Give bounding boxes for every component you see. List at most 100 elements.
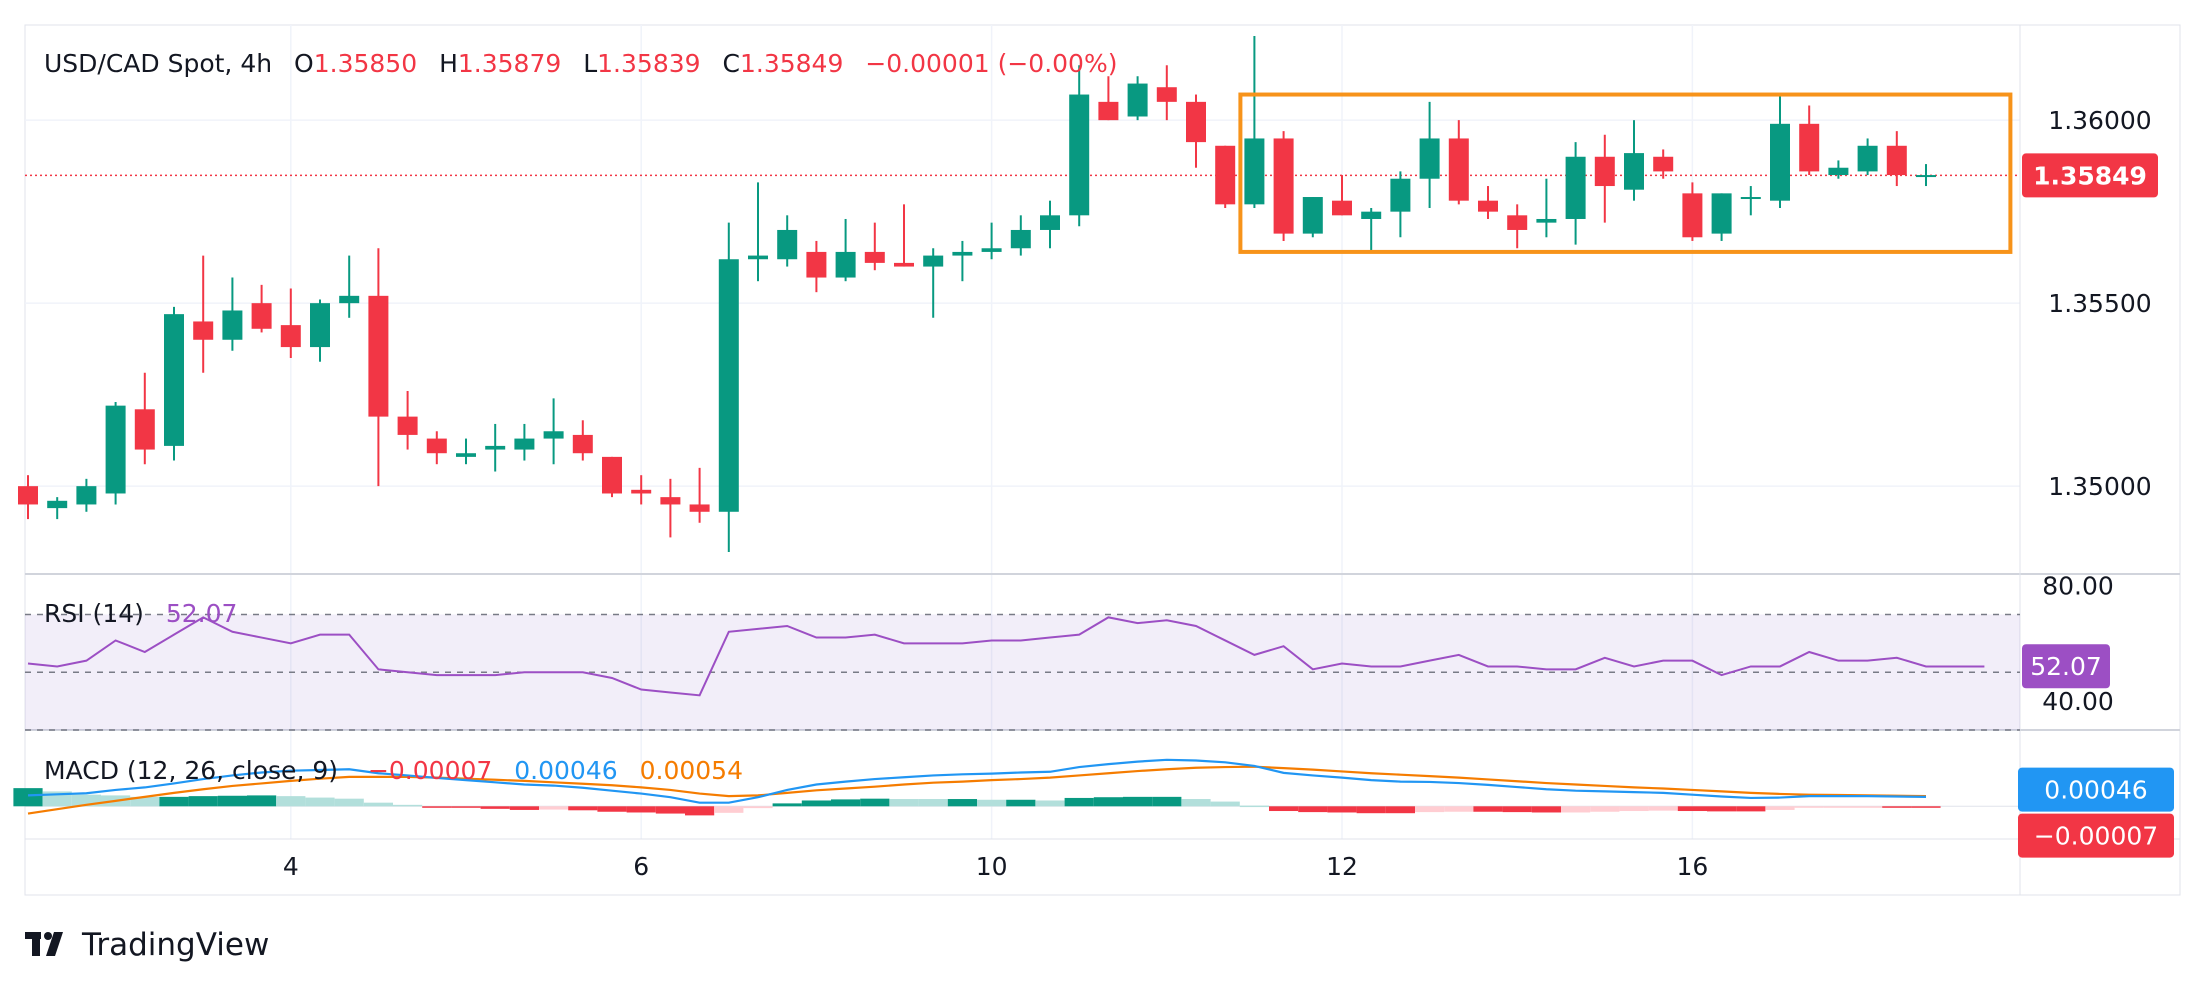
candle-bullish[interactable] (456, 453, 476, 457)
candle-bullish[interactable] (164, 314, 184, 446)
candle-bearish[interactable] (572, 434, 593, 454)
macd-histogram-bar (422, 806, 452, 808)
candle-bearish[interactable] (1156, 87, 1177, 102)
macd-histogram-bar (1590, 806, 1620, 812)
candle-bullish[interactable] (485, 445, 506, 450)
candle-bullish[interactable] (1361, 211, 1382, 219)
candle-bullish[interactable] (748, 255, 768, 260)
candle-bullish[interactable] (952, 251, 973, 256)
candle-bearish[interactable] (1273, 138, 1294, 234)
candle-bearish[interactable] (397, 416, 418, 435)
candle-bearish[interactable] (806, 251, 827, 278)
candle-bullish[interactable] (76, 486, 97, 505)
candle-bearish[interactable] (1215, 145, 1236, 205)
candle-bullish[interactable] (1302, 197, 1323, 234)
candle-bearish[interactable] (689, 504, 710, 512)
candle-bearish[interactable] (1186, 101, 1206, 143)
candle-bearish[interactable] (368, 295, 389, 417)
macd-histogram-bar (159, 796, 189, 807)
candle-bearish[interactable] (1799, 123, 1820, 172)
rsi-legend-label[interactable]: RSI (14) (44, 599, 144, 628)
candle-bullish[interactable] (47, 500, 68, 509)
candle-bullish[interactable] (514, 438, 535, 450)
candle-bullish[interactable] (1069, 94, 1090, 216)
macd-histogram-bar (1823, 806, 1853, 808)
candle-bearish[interactable] (864, 251, 885, 263)
candle-bearish[interactable] (1653, 156, 1674, 172)
candle-bearish[interactable] (1594, 156, 1615, 187)
consolidation-box[interactable] (1238, 92, 2013, 254)
candle-bullish[interactable] (222, 310, 243, 340)
candle-bearish[interactable] (1448, 138, 1469, 201)
candle-bullish[interactable] (1040, 215, 1060, 230)
macd-histogram-bar (1356, 806, 1386, 814)
time-tick-label: 4 (283, 852, 299, 881)
candle-bearish[interactable] (134, 409, 155, 450)
candle-bearish[interactable] (193, 321, 214, 340)
candle-bullish[interactable] (1127, 83, 1148, 117)
candle-bullish[interactable] (981, 248, 1002, 252)
macd-histogram-bar (1064, 797, 1094, 807)
macd-histogram-bar (977, 799, 1007, 807)
tradingview-logo[interactable]: TradingView (25, 927, 269, 963)
candle-bearish[interactable] (1886, 145, 1907, 176)
candle-bullish[interactable] (1916, 175, 1936, 178)
candle-bullish[interactable] (1740, 197, 1761, 200)
rsi-tick-label: 40.00 (2042, 687, 2114, 716)
macd-histogram-bar (685, 806, 715, 816)
price-tick-label: 1.36000 (2048, 106, 2151, 135)
candle-bearish[interactable] (1478, 200, 1498, 212)
candle-bullish[interactable] (1857, 145, 1878, 172)
candle-bullish[interactable] (1010, 229, 1031, 249)
candles[interactable] (18, 35, 1936, 553)
candle-bearish[interactable] (660, 497, 681, 505)
macd-signal-line[interactable] (27, 765, 1927, 815)
candle-bullish[interactable] (1711, 193, 1732, 234)
candle-bullish[interactable] (835, 251, 856, 278)
macd-histogram-bar (334, 798, 364, 807)
rsi-line[interactable] (27, 616, 1985, 697)
macd-line[interactable] (27, 758, 1927, 804)
macd-legend-signal: 0.00054 (640, 756, 743, 785)
macd-histogram-bar (1210, 801, 1240, 807)
candle-bearish[interactable] (1682, 193, 1703, 238)
candle-bullish[interactable] (1390, 178, 1411, 212)
rsi-axis[interactable]: 80.00 40.00 (2042, 572, 2114, 717)
candle-bullish[interactable] (1565, 156, 1586, 219)
macd-legend-label[interactable]: MACD (12, 26, close, 9) (44, 756, 338, 785)
candle-bearish[interactable] (602, 456, 622, 494)
price-axis[interactable]: 1.36000 1.35500 1.35000 (2048, 106, 2151, 501)
candle-bullish[interactable] (718, 259, 739, 512)
candle-bearish[interactable] (894, 262, 914, 267)
candle-bullish[interactable] (105, 405, 126, 494)
macd-histogram-bar (188, 796, 218, 807)
candle-bullish[interactable] (1536, 218, 1557, 223)
candle-bullish[interactable] (339, 295, 360, 304)
candle-bearish[interactable] (1332, 200, 1352, 216)
candle-bearish[interactable] (280, 325, 301, 348)
candle-bullish[interactable] (1419, 138, 1440, 179)
time-axis[interactable]: 4 6 10 12 16 (283, 852, 1708, 881)
candle-bullish[interactable] (310, 303, 330, 348)
last-price-badge (2022, 153, 2158, 198)
candle-bearish[interactable] (631, 489, 652, 494)
macd-histogram-bar (539, 806, 569, 810)
candle-bullish[interactable] (543, 431, 564, 439)
candle-bearish[interactable] (426, 438, 447, 454)
candle-bearish[interactable] (18, 486, 38, 505)
symbol-title[interactable]: USD/CAD Spot, 4h (44, 49, 272, 78)
macd-histogram-bar (568, 806, 598, 811)
candle-bullish[interactable] (1624, 153, 1644, 190)
candle-bullish[interactable] (923, 255, 944, 267)
macd-histogram-bar (1298, 806, 1328, 813)
candle-bullish[interactable] (777, 229, 798, 260)
close-label: C (723, 49, 740, 78)
candle-bullish[interactable] (1770, 123, 1790, 201)
candle-bearish[interactable] (251, 303, 272, 329)
candle-bullish[interactable] (1244, 138, 1265, 205)
candle-bullish[interactable] (1828, 167, 1849, 176)
candle-bearish[interactable] (1098, 101, 1119, 121)
macd-legend: MACD (12, 26, close, 9) −0.00007 0.00046… (44, 756, 743, 785)
candle-bearish[interactable] (1507, 215, 1528, 230)
